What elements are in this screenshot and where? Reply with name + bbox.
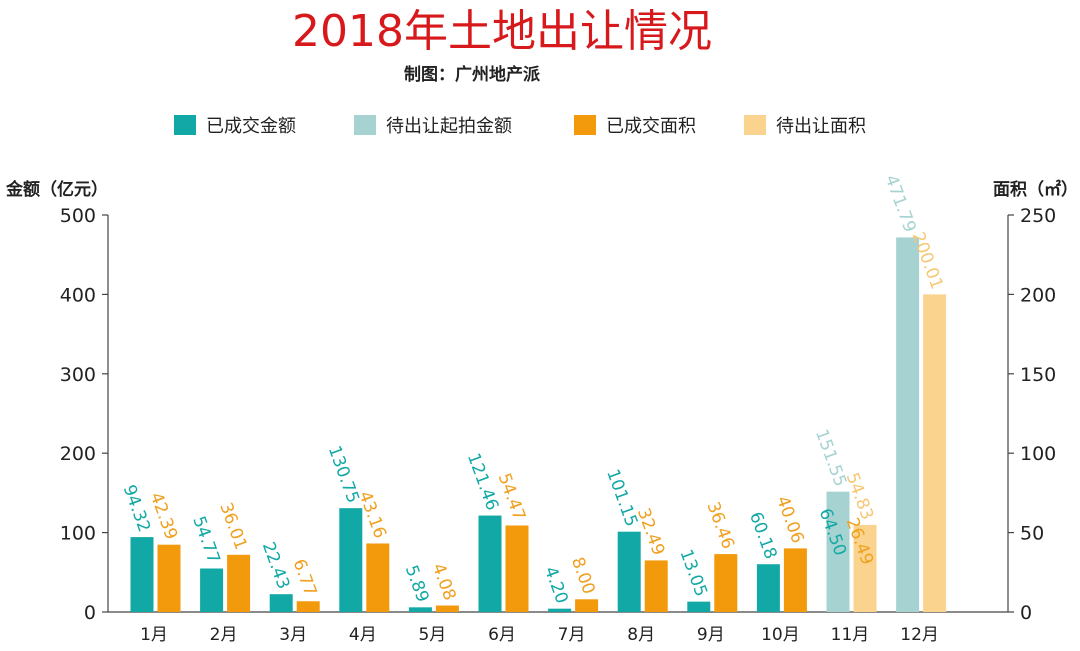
y-tick-right-label: 250 xyxy=(1020,205,1056,227)
bar-deal-amount xyxy=(408,607,432,612)
legend-label-pending-amount: 待出让起拍金额 xyxy=(386,116,512,137)
data-label: 60.18 xyxy=(745,509,780,562)
bar-deal-area xyxy=(575,599,599,612)
bar-deal-area xyxy=(783,548,807,612)
y-axis-right-label: 面积（㎡） xyxy=(993,179,1078,200)
x-tick-label: 10月 xyxy=(761,625,800,645)
legend-swatch-deal-area xyxy=(574,115,596,135)
bar-deal-area xyxy=(366,543,390,612)
y-tick-left-label: 0 xyxy=(84,602,96,624)
y-tick-right-label: 100 xyxy=(1020,443,1056,465)
y-tick-left-label: 200 xyxy=(60,443,96,465)
data-label: 36.01 xyxy=(215,500,250,553)
bar-pending-area xyxy=(853,524,877,612)
bar-pending-amount xyxy=(826,491,850,612)
x-tick-label: 1月 xyxy=(140,625,168,645)
legend: 已成交金额 待出让起拍金额 已成交面积 待出让面积 xyxy=(174,115,866,137)
chart-title: 2018年土地出让情况 xyxy=(292,6,712,57)
legend-swatch-deal-amount xyxy=(174,115,196,135)
bar-deal-amount xyxy=(200,568,224,612)
bar-deal-area xyxy=(157,544,181,612)
data-label: 13.05 xyxy=(675,547,710,600)
data-label: 101.15 xyxy=(602,467,641,530)
bar-deal-area xyxy=(435,605,459,612)
y-tick-left-label: 400 xyxy=(60,284,96,306)
bar-pending-area xyxy=(923,294,947,612)
data-label: 8.00 xyxy=(567,555,599,597)
x-tick-label: 12月 xyxy=(900,625,939,645)
x-tick-label: 2月 xyxy=(210,625,238,645)
y-ticks-right: 0 50 100 150 200 250 xyxy=(1008,205,1056,624)
x-tick-label: 8月 xyxy=(627,625,655,645)
bar-deal-amount xyxy=(617,531,641,612)
bar-pending-amount xyxy=(896,237,920,612)
y-tick-right-label: 150 xyxy=(1020,364,1056,386)
bar-deal-area xyxy=(714,554,738,612)
bar-deal-amount xyxy=(130,537,154,612)
data-label: 471.79 xyxy=(881,172,920,235)
bar-deal-amount xyxy=(269,594,293,612)
bar-deal-amount xyxy=(548,608,572,612)
y-tick-left-label: 300 xyxy=(60,364,96,386)
bars xyxy=(130,237,947,612)
bar-deal-area xyxy=(505,525,529,612)
x-tick-label: 3月 xyxy=(279,625,307,645)
y-tick-right-label: 0 xyxy=(1020,602,1032,624)
x-tick-label: 4月 xyxy=(349,625,377,645)
legend-label-deal-amount: 已成交金额 xyxy=(206,116,296,137)
data-label: 42.39 xyxy=(146,490,181,543)
legend-label-pending-area: 待出让面积 xyxy=(776,116,866,137)
bar-deal-area xyxy=(296,601,320,612)
bar-deal-amount xyxy=(339,508,363,612)
data-label: 94.32 xyxy=(119,482,154,535)
bar-deal-amount xyxy=(687,601,711,612)
chart-subtitle: 制图：广州地产派 xyxy=(404,64,541,85)
y-ticks-left: 0 100 200 300 400 500 xyxy=(60,205,108,624)
x-tick-label: 6月 xyxy=(488,625,516,645)
x-tick-label: 9月 xyxy=(697,625,725,645)
data-label: 22.43 xyxy=(258,539,293,592)
bar-deal-area xyxy=(227,554,251,612)
bar-deal-area xyxy=(644,560,668,612)
y-tick-right-label: 200 xyxy=(1020,284,1056,306)
bar-deal-amount xyxy=(756,564,780,612)
legend-swatch-pending-amount xyxy=(354,115,376,135)
bar-deal-amount xyxy=(478,515,502,612)
data-label: 5.89 xyxy=(401,563,433,605)
x-tick-labels: 1月 2月 3月 4月 5月 6月 7月 8月 9月 10月 11月 12月 xyxy=(140,625,939,645)
data-label: 40.06 xyxy=(772,494,807,547)
y-axis-left-label: 金额（亿元） xyxy=(5,179,108,200)
y-tick-left-label: 500 xyxy=(60,205,96,227)
data-label: 6.77 xyxy=(289,557,321,599)
y-tick-right-label: 50 xyxy=(1020,523,1044,545)
x-tick-label: 7月 xyxy=(558,625,586,645)
legend-label-deal-area: 已成交面积 xyxy=(606,116,696,137)
data-label: 54.77 xyxy=(188,514,223,567)
data-label: 36.46 xyxy=(702,499,737,552)
data-label: 4.20 xyxy=(540,564,572,606)
y-tick-left-label: 100 xyxy=(60,523,96,545)
x-tick-label: 11月 xyxy=(831,625,870,645)
legend-swatch-pending-area xyxy=(744,115,766,135)
x-tick-label: 5月 xyxy=(418,625,446,645)
